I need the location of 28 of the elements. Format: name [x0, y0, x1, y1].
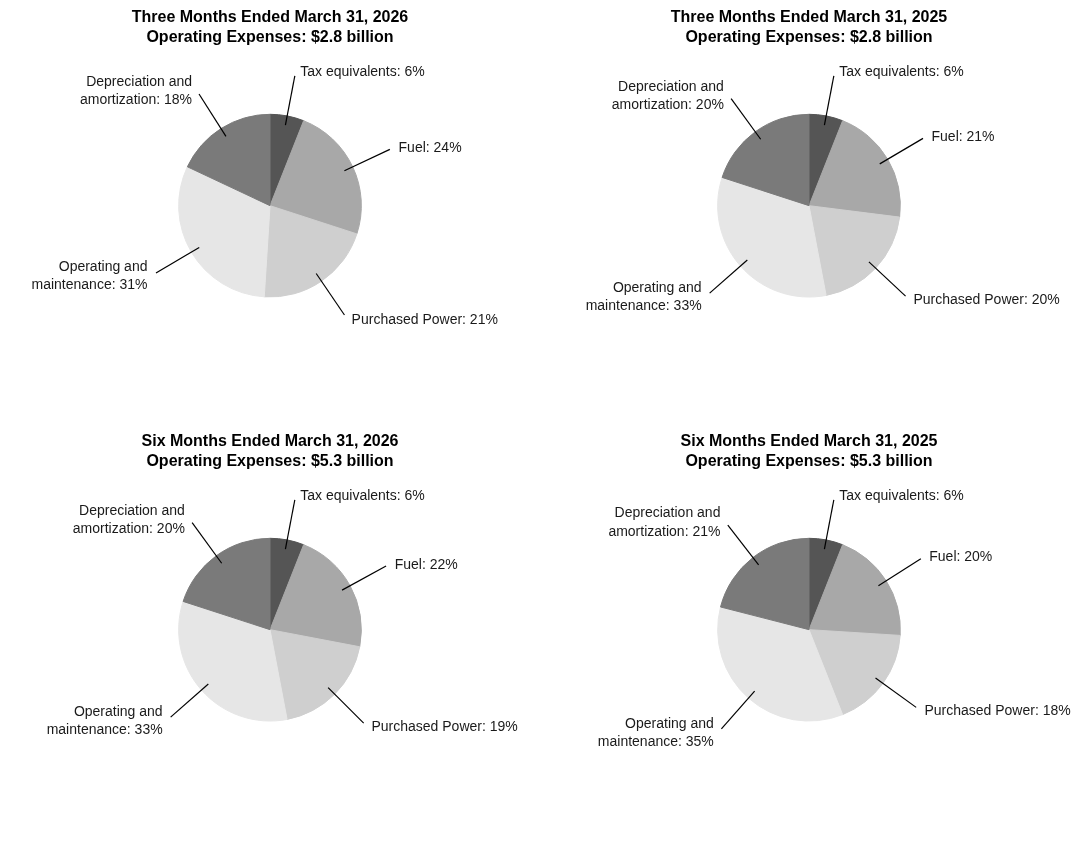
slice-label: Tax equivalents: 6%: [839, 63, 964, 80]
slice-label: Fuel: 24%: [398, 139, 462, 156]
slice-label: Tax equivalents: 6%: [839, 487, 964, 504]
slice-label: Tax equivalents: 6%: [300, 487, 425, 504]
chart-subtitle: Operating Expenses: $2.8 billion: [146, 27, 394, 45]
chart-title: Six Months Ended March 31, 2025: [680, 431, 938, 449]
slice-label: Purchased Power: 21%: [351, 310, 498, 327]
slice-label: Purchased Power: 18%: [924, 702, 1071, 719]
slice-label: Operating and maintenance: 33%: [585, 278, 702, 314]
slice-label: Purchased Power: 20%: [913, 291, 1060, 308]
slice-label: Depreciation and amortization: 20%: [611, 77, 724, 113]
chart-title: Three Months Ended March 31, 2025: [670, 7, 948, 25]
slice-label: Operating and maintenance: 31%: [31, 258, 148, 293]
chart-subtitle: Operating Expenses: $5.3 billion: [685, 451, 933, 469]
chart-title: Six Months Ended March 31, 2026: [141, 431, 399, 449]
slice-label: Depreciation and amortization: 20%: [72, 501, 185, 537]
chart-subtitle: Operating Expenses: $2.8 billion: [685, 27, 933, 45]
slice-label: Fuel: 20%: [929, 548, 993, 565]
chart-subtitle: Operating Expenses: $5.3 billion: [146, 451, 394, 469]
slice-label: Fuel: 21%: [931, 128, 995, 145]
slice-label: Fuel: 22%: [394, 555, 458, 572]
slice-label: Tax equivalents: 6%: [300, 63, 425, 80]
chart-title: Three Months Ended March 31, 2026: [131, 7, 409, 25]
slice-label: Operating and maintenance: 35%: [597, 715, 714, 750]
slice-label: Purchased Power: 19%: [371, 718, 518, 735]
slice-label: Depreciation and amortization: 21%: [608, 504, 721, 539]
slice-label: Operating and maintenance: 33%: [46, 702, 163, 738]
slice-label: Depreciation and amortization: 18%: [79, 72, 193, 108]
